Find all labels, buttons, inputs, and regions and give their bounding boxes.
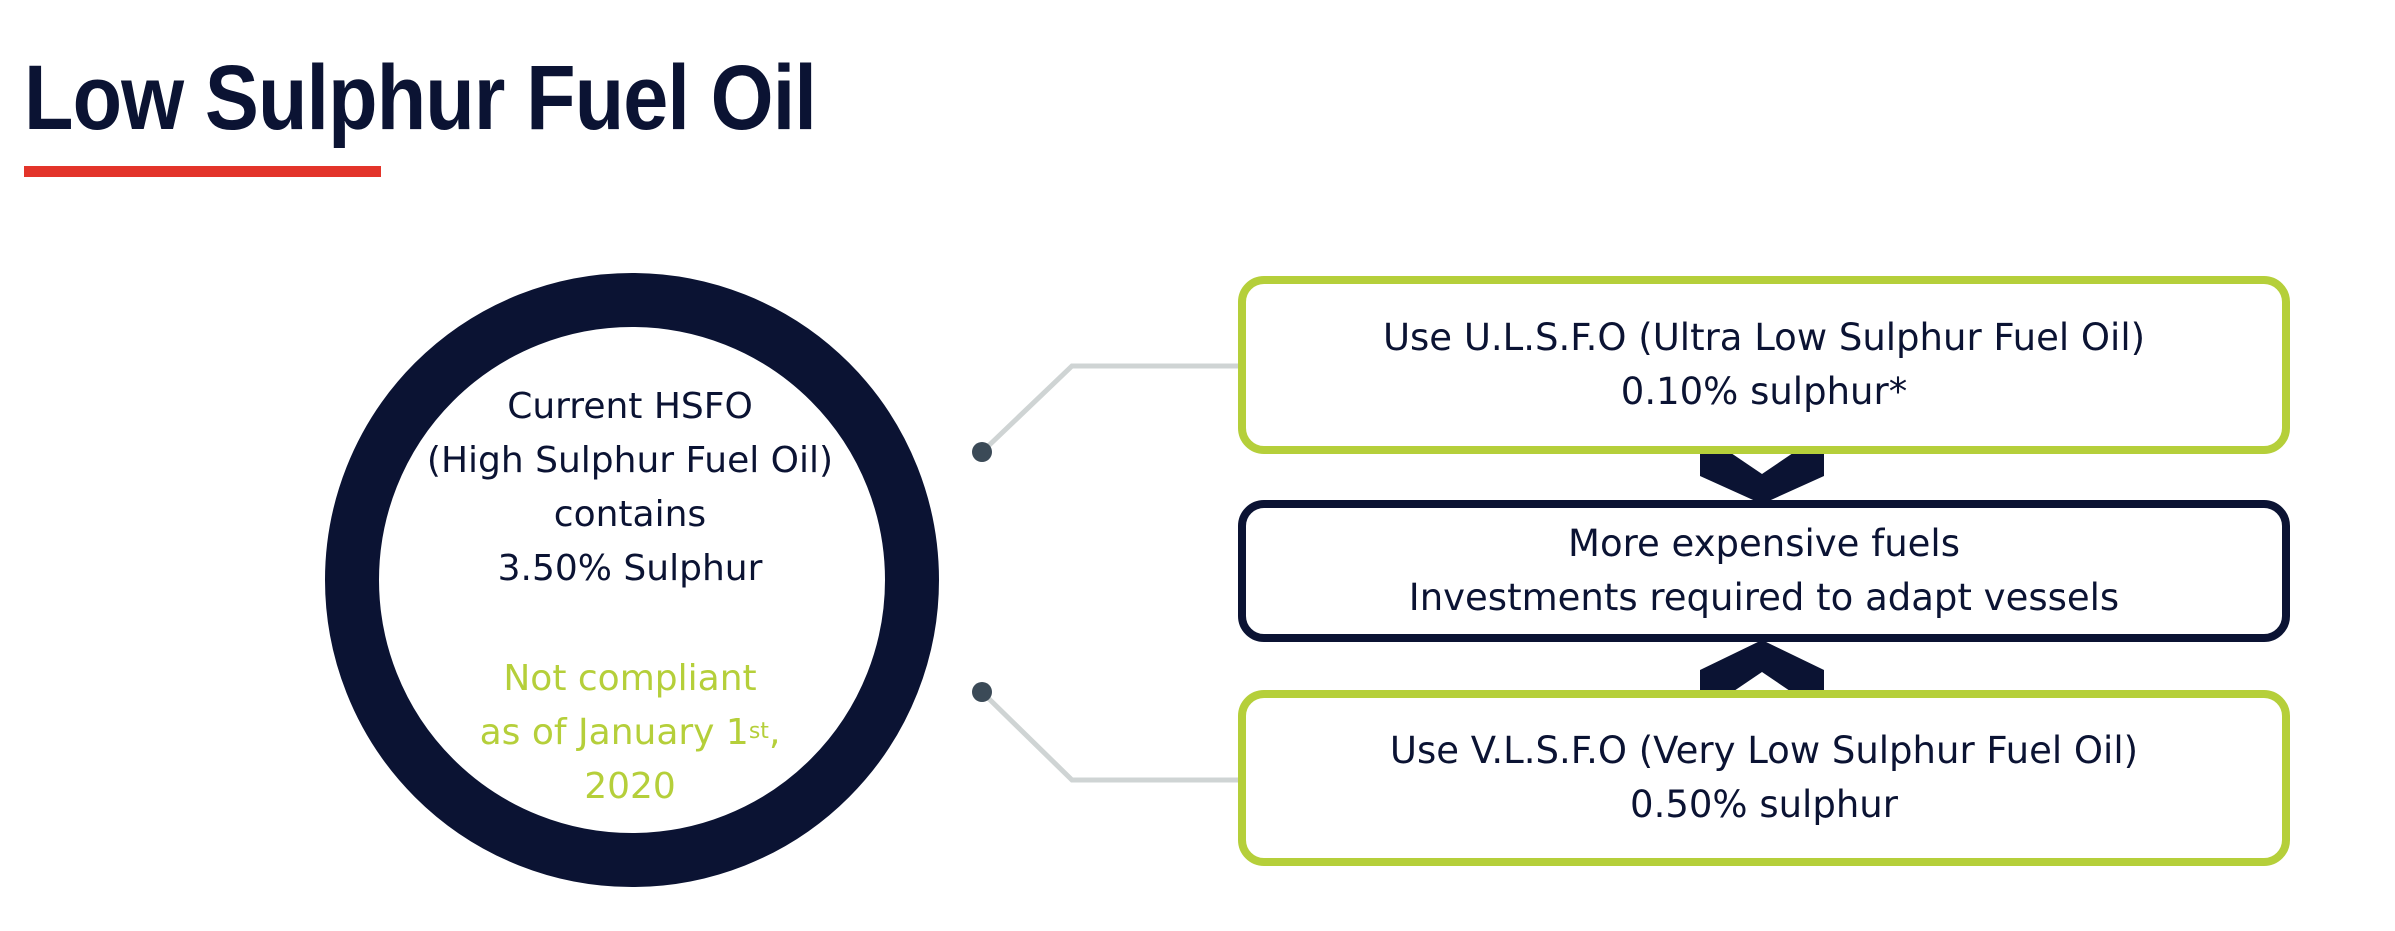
compliance-note-date: as of January 1 bbox=[479, 712, 749, 753]
connector-dot-bottom bbox=[972, 682, 992, 702]
hsfo-line: contains bbox=[553, 494, 707, 535]
compliance-note-line: as of January 1st, bbox=[380, 706, 880, 760]
ulsfo-box: Use U.L.S.F.O (Ultra Low Sulphur Fuel Oi… bbox=[1238, 276, 2290, 454]
connector-dot-top bbox=[972, 442, 992, 462]
hsfo-line: Current HSFO bbox=[507, 386, 753, 427]
title-underline bbox=[24, 166, 381, 177]
page-title: Low Sulphur Fuel Oil bbox=[24, 47, 817, 149]
consequence-box: More expensive fuels Investments require… bbox=[1238, 500, 2290, 642]
compliance-note: Not compliant as of January 1st, 2020 bbox=[380, 652, 880, 814]
chevron-up-icon bbox=[1700, 640, 1824, 714]
consequence-line: Investments required to adapt vessels bbox=[1408, 576, 2120, 619]
hsfo-line: 3.50% Sulphur bbox=[497, 548, 763, 589]
vlsfo-sulphur: 0.50% sulphur bbox=[1630, 783, 1898, 826]
compliance-note-ordinal: st bbox=[748, 719, 769, 744]
ulsfo-title: Use U.L.S.F.O (Ultra Low Sulphur Fuel Oi… bbox=[1382, 316, 2146, 359]
consequence-line: More expensive fuels bbox=[1568, 522, 1960, 565]
ulsfo-sulphur: 0.10% sulphur* bbox=[1620, 370, 1908, 413]
compliance-note-line: 2020 bbox=[584, 766, 676, 807]
compliance-note-comma: , bbox=[768, 712, 781, 753]
chevron-down-icon bbox=[1700, 432, 1824, 504]
vlsfo-box: Use V.L.S.F.O (Very Low Sulphur Fuel Oil… bbox=[1238, 690, 2290, 866]
hsfo-description: Current HSFO (High Sulphur Fuel Oil) con… bbox=[380, 380, 880, 596]
vlsfo-title: Use V.L.S.F.O (Very Low Sulphur Fuel Oil… bbox=[1389, 729, 2139, 772]
hsfo-line: (High Sulphur Fuel Oil) bbox=[426, 440, 834, 481]
connector-line-top bbox=[980, 363, 1252, 454]
compliance-note-line: Not compliant bbox=[503, 658, 757, 699]
connector-line-bottom bbox=[980, 690, 1252, 783]
hsfo-ring bbox=[325, 273, 939, 887]
